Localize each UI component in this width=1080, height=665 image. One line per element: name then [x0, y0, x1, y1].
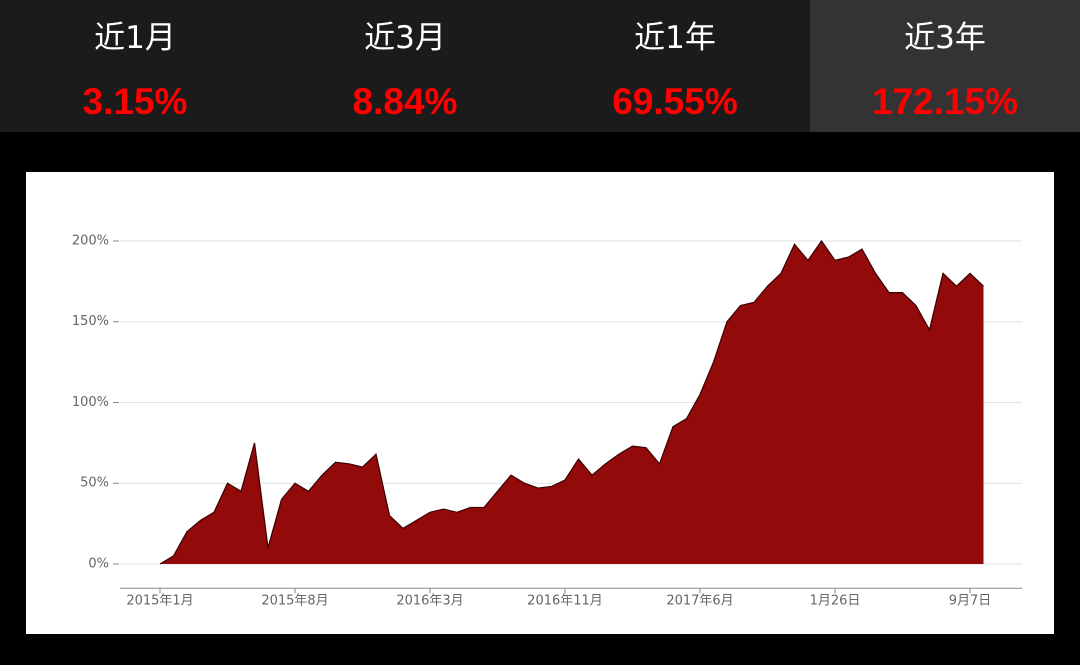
x-tick-label: 2015年8月: [261, 594, 328, 609]
period-tab[interactable]: 近1月 3.15%: [0, 0, 270, 132]
line: [159, 239, 984, 565]
y-tick-label: 50%: [80, 476, 109, 491]
y-tick-label: 100%: [72, 395, 109, 410]
x-tick-label: 2017年6月: [666, 594, 733, 609]
x-tick-label: 2015年1月: [126, 594, 193, 609]
tab-label: 近3年: [904, 20, 986, 56]
period-tab[interactable]: 近3年 172.15%: [810, 0, 1080, 132]
tab-label: 近1月: [94, 20, 176, 56]
tab-return: 172.15%: [871, 81, 1019, 122]
tab-label: 近1年: [634, 20, 716, 56]
x-tick-label: 2016年3月: [396, 594, 463, 609]
x-tick-label: 1月26日: [810, 594, 861, 609]
tab-bar: 近1月 3.15% 近3月 8.84% 近1年 69.55% 近3年 172.15%: [0, 0, 1080, 132]
tab-return: 3.15%: [82, 81, 188, 122]
tab-label: 近3月: [364, 20, 446, 56]
area: [160, 240, 984, 564]
chart-panel: 0% 50% 100% 150% 200% 2015年1月 2015年8月 2016年3月 20…: [26, 172, 1054, 634]
y-tick-label: 200%: [72, 233, 109, 248]
x-tick-label: 2016年11月: [527, 594, 603, 609]
y-tick-label: 150%: [72, 314, 109, 329]
tab-return: 69.55%: [612, 81, 738, 122]
y-tick-label: 0%: [88, 556, 109, 571]
x-tick-label: 9月7日: [949, 594, 992, 609]
period-tab[interactable]: 近1年 69.55%: [540, 0, 810, 132]
period-tab[interactable]: 近3月 8.84%: [270, 0, 540, 132]
tab-return: 8.84%: [352, 81, 458, 122]
chart: 0% 50% 100% 150% 200% 2015年1月 2015年8月 2016年3月 20…: [72, 233, 1022, 609]
